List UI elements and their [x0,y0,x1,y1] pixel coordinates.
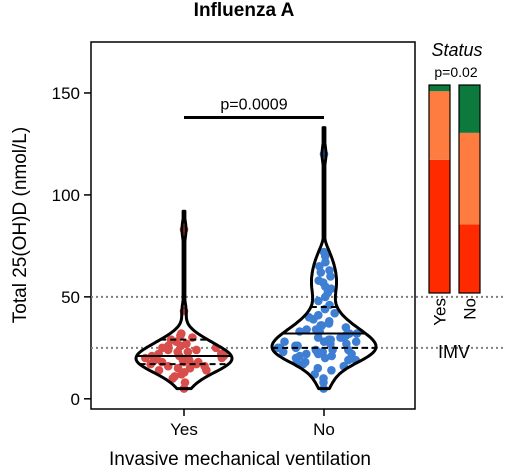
status-category-labels: Yes No [431,298,480,326]
x-tick-label: No [313,420,335,439]
data-point [177,329,186,338]
data-point [326,335,336,345]
data-point [314,310,323,320]
comparison-p-value: p=0.0009 [220,96,287,113]
status-p-value: p=0.02 [434,64,477,80]
status-segment [459,132,480,225]
data-point [280,337,289,347]
status-bar-no [458,84,481,294]
violin-plot: 0 50 100 150 Yes No p=0.0009 Invasive mechan… [10,41,506,470]
data-point [319,247,329,257]
violins [134,126,378,393]
status-category-label: No [461,298,480,320]
data-point [351,337,361,347]
data-point [327,366,336,375]
data-point [184,355,194,365]
y-tick-label: 0 [71,390,80,409]
data-point [330,308,340,318]
status-bar-outline [428,84,451,294]
data-point [319,374,328,383]
x-axis-label: Invasive mechanical ventilation [109,449,371,470]
data-point [314,296,323,306]
data-point [185,363,195,373]
violin-group-yes [134,209,234,393]
data-point [321,257,330,267]
data-point [325,266,334,275]
status-x-axis-label: IMV [438,342,470,362]
status-segment [459,85,480,133]
data-point [182,339,191,349]
y-axis-ticks: 0 50 100 150 [52,84,91,409]
data-point [192,345,201,355]
data-point [170,372,179,381]
data-point [154,366,164,375]
data-point [314,276,324,285]
status-segment [429,91,450,160]
data-point [180,378,190,387]
status-segment [459,224,480,293]
status-segment [429,159,450,293]
comparison-bracket: p=0.0009 [184,96,324,119]
y-axis-label: Total 25(OH)D (nmol/L) [10,127,31,323]
status-bar-yes [428,84,451,294]
data-point [173,363,183,373]
plot-frame [90,41,416,410]
violin-group-no [270,126,378,393]
data-point [302,325,311,334]
status-stacked-bar: Status p=0.02 Yes No IMV [428,40,483,362]
chart-title: Influenza A [194,0,295,21]
violin-outline [134,209,234,391]
status-title: Status [431,40,482,60]
x-axis-ticks: Yes No [170,409,335,439]
data-points-no [273,149,362,393]
data-point [342,339,351,349]
data-point [302,349,311,359]
data-point [183,347,193,357]
data-point [316,321,326,330]
data-point [315,262,324,271]
y-tick-label: 50 [61,288,80,307]
x-tick-label: Yes [170,420,198,439]
violin-outline [270,126,378,391]
status-category-label: Yes [431,298,450,326]
data-point [324,317,334,326]
y-tick-label: 150 [52,84,80,103]
y-tick-label: 100 [52,186,80,205]
data-point [295,351,305,361]
data-point [275,343,285,353]
data-point [300,357,310,367]
status-segment [429,85,450,92]
reference-lines [91,295,506,349]
data-point [313,363,323,373]
data-point [341,323,351,332]
status-bars [428,84,481,294]
status-bar-outline [458,84,481,294]
